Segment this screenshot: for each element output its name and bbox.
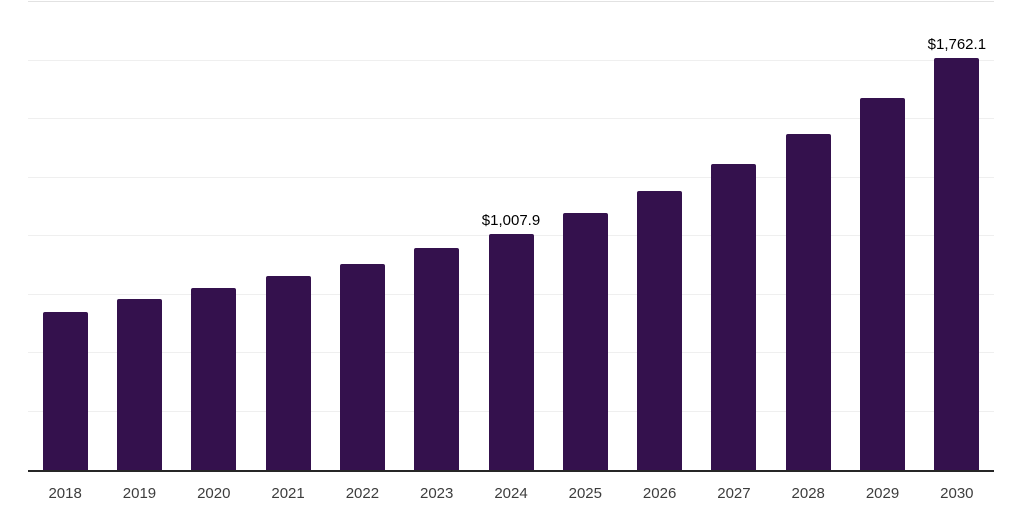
bar-2025 [562, 213, 608, 470]
bar-2024 [488, 234, 534, 470]
bar-2030 [934, 57, 980, 470]
bar-2020 [191, 287, 237, 470]
x-tick-label-2022: 2022 [345, 485, 380, 502]
bar-2023 [414, 248, 460, 470]
bar-2021 [265, 276, 311, 470]
data-label-2030: $1,762.1 [927, 35, 987, 53]
plot-area [28, 1, 994, 470]
bar-2022 [339, 264, 385, 470]
bar-2019 [116, 298, 162, 470]
x-tick-label-2021: 2021 [271, 485, 305, 502]
bar-2026 [637, 191, 683, 470]
x-tick-label-2025: 2025 [568, 485, 602, 502]
x-tick-label-2018: 2018 [48, 485, 82, 502]
data-label-2024: $1,007.9 [481, 212, 541, 230]
gridline-1750 [28, 59, 994, 61]
bar-2027 [711, 164, 757, 470]
x-tick-label-2023: 2023 [420, 485, 454, 502]
x-tick-label-2024: 2024 [494, 485, 528, 502]
bar-2028 [785, 134, 831, 470]
gridline-1500 [28, 118, 994, 119]
gridline-2000 [28, 1, 994, 2]
x-tick-label-2026: 2026 [642, 485, 677, 502]
bar-2018 [42, 312, 88, 470]
x-axis-line [28, 470, 994, 472]
x-tick-label-2020: 2020 [197, 485, 231, 502]
x-tick-label-2029: 2029 [865, 485, 900, 502]
x-tick-label-2027: 2027 [717, 485, 751, 502]
x-tick-label-2030: 2030 [940, 485, 974, 502]
x-tick-label-2019: 2019 [122, 485, 157, 502]
x-tick-label-2028: 2028 [791, 485, 825, 502]
bar-2029 [860, 98, 906, 470]
gridline-1250 [28, 176, 994, 178]
